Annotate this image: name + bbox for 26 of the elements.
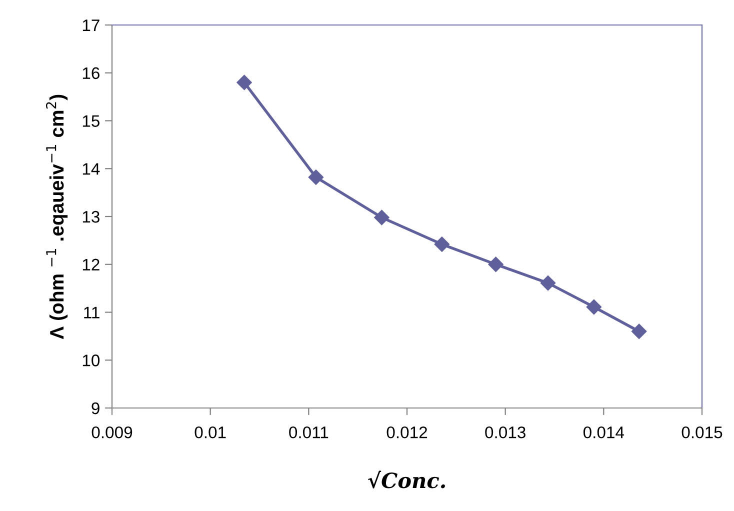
y-tick-label: 13 — [82, 210, 100, 223]
y-tick-label: 10 — [82, 354, 100, 366]
x-tick-label: 0.009 — [92, 426, 132, 438]
x-axis-title: √Conc. — [368, 470, 445, 488]
y-tick-label: 16 — [82, 67, 100, 80]
y-tick-label: 15 — [82, 115, 100, 127]
y-axis-title: Λ (ohm $^{−1}$ .eqaueiv$^{−1}$ cm$^{2}$) — [46, 94, 68, 340]
x-tick-label: 0.013 — [485, 426, 526, 438]
y-tick-label: 14 — [82, 163, 100, 175]
y-tick-label: 11 — [84, 306, 100, 318]
point — [631, 324, 647, 339]
x-tick-label: 0.012 — [386, 426, 428, 438]
y-tick-label: 9 — [92, 402, 100, 414]
y-tick-label: 17 — [82, 20, 100, 32]
point — [434, 236, 450, 252]
x-tick-label: 0.011 — [289, 426, 328, 438]
point — [236, 74, 252, 90]
point — [586, 299, 602, 315]
y-tick-label: 12 — [82, 258, 100, 270]
point — [308, 170, 324, 185]
x-tick-label: 0.015 — [682, 426, 722, 438]
point — [488, 256, 504, 272]
x-tick-label: 0.014 — [583, 426, 624, 438]
x-tick-label: 0.01 — [194, 426, 226, 438]
point — [374, 210, 390, 226]
point — [540, 275, 556, 291]
